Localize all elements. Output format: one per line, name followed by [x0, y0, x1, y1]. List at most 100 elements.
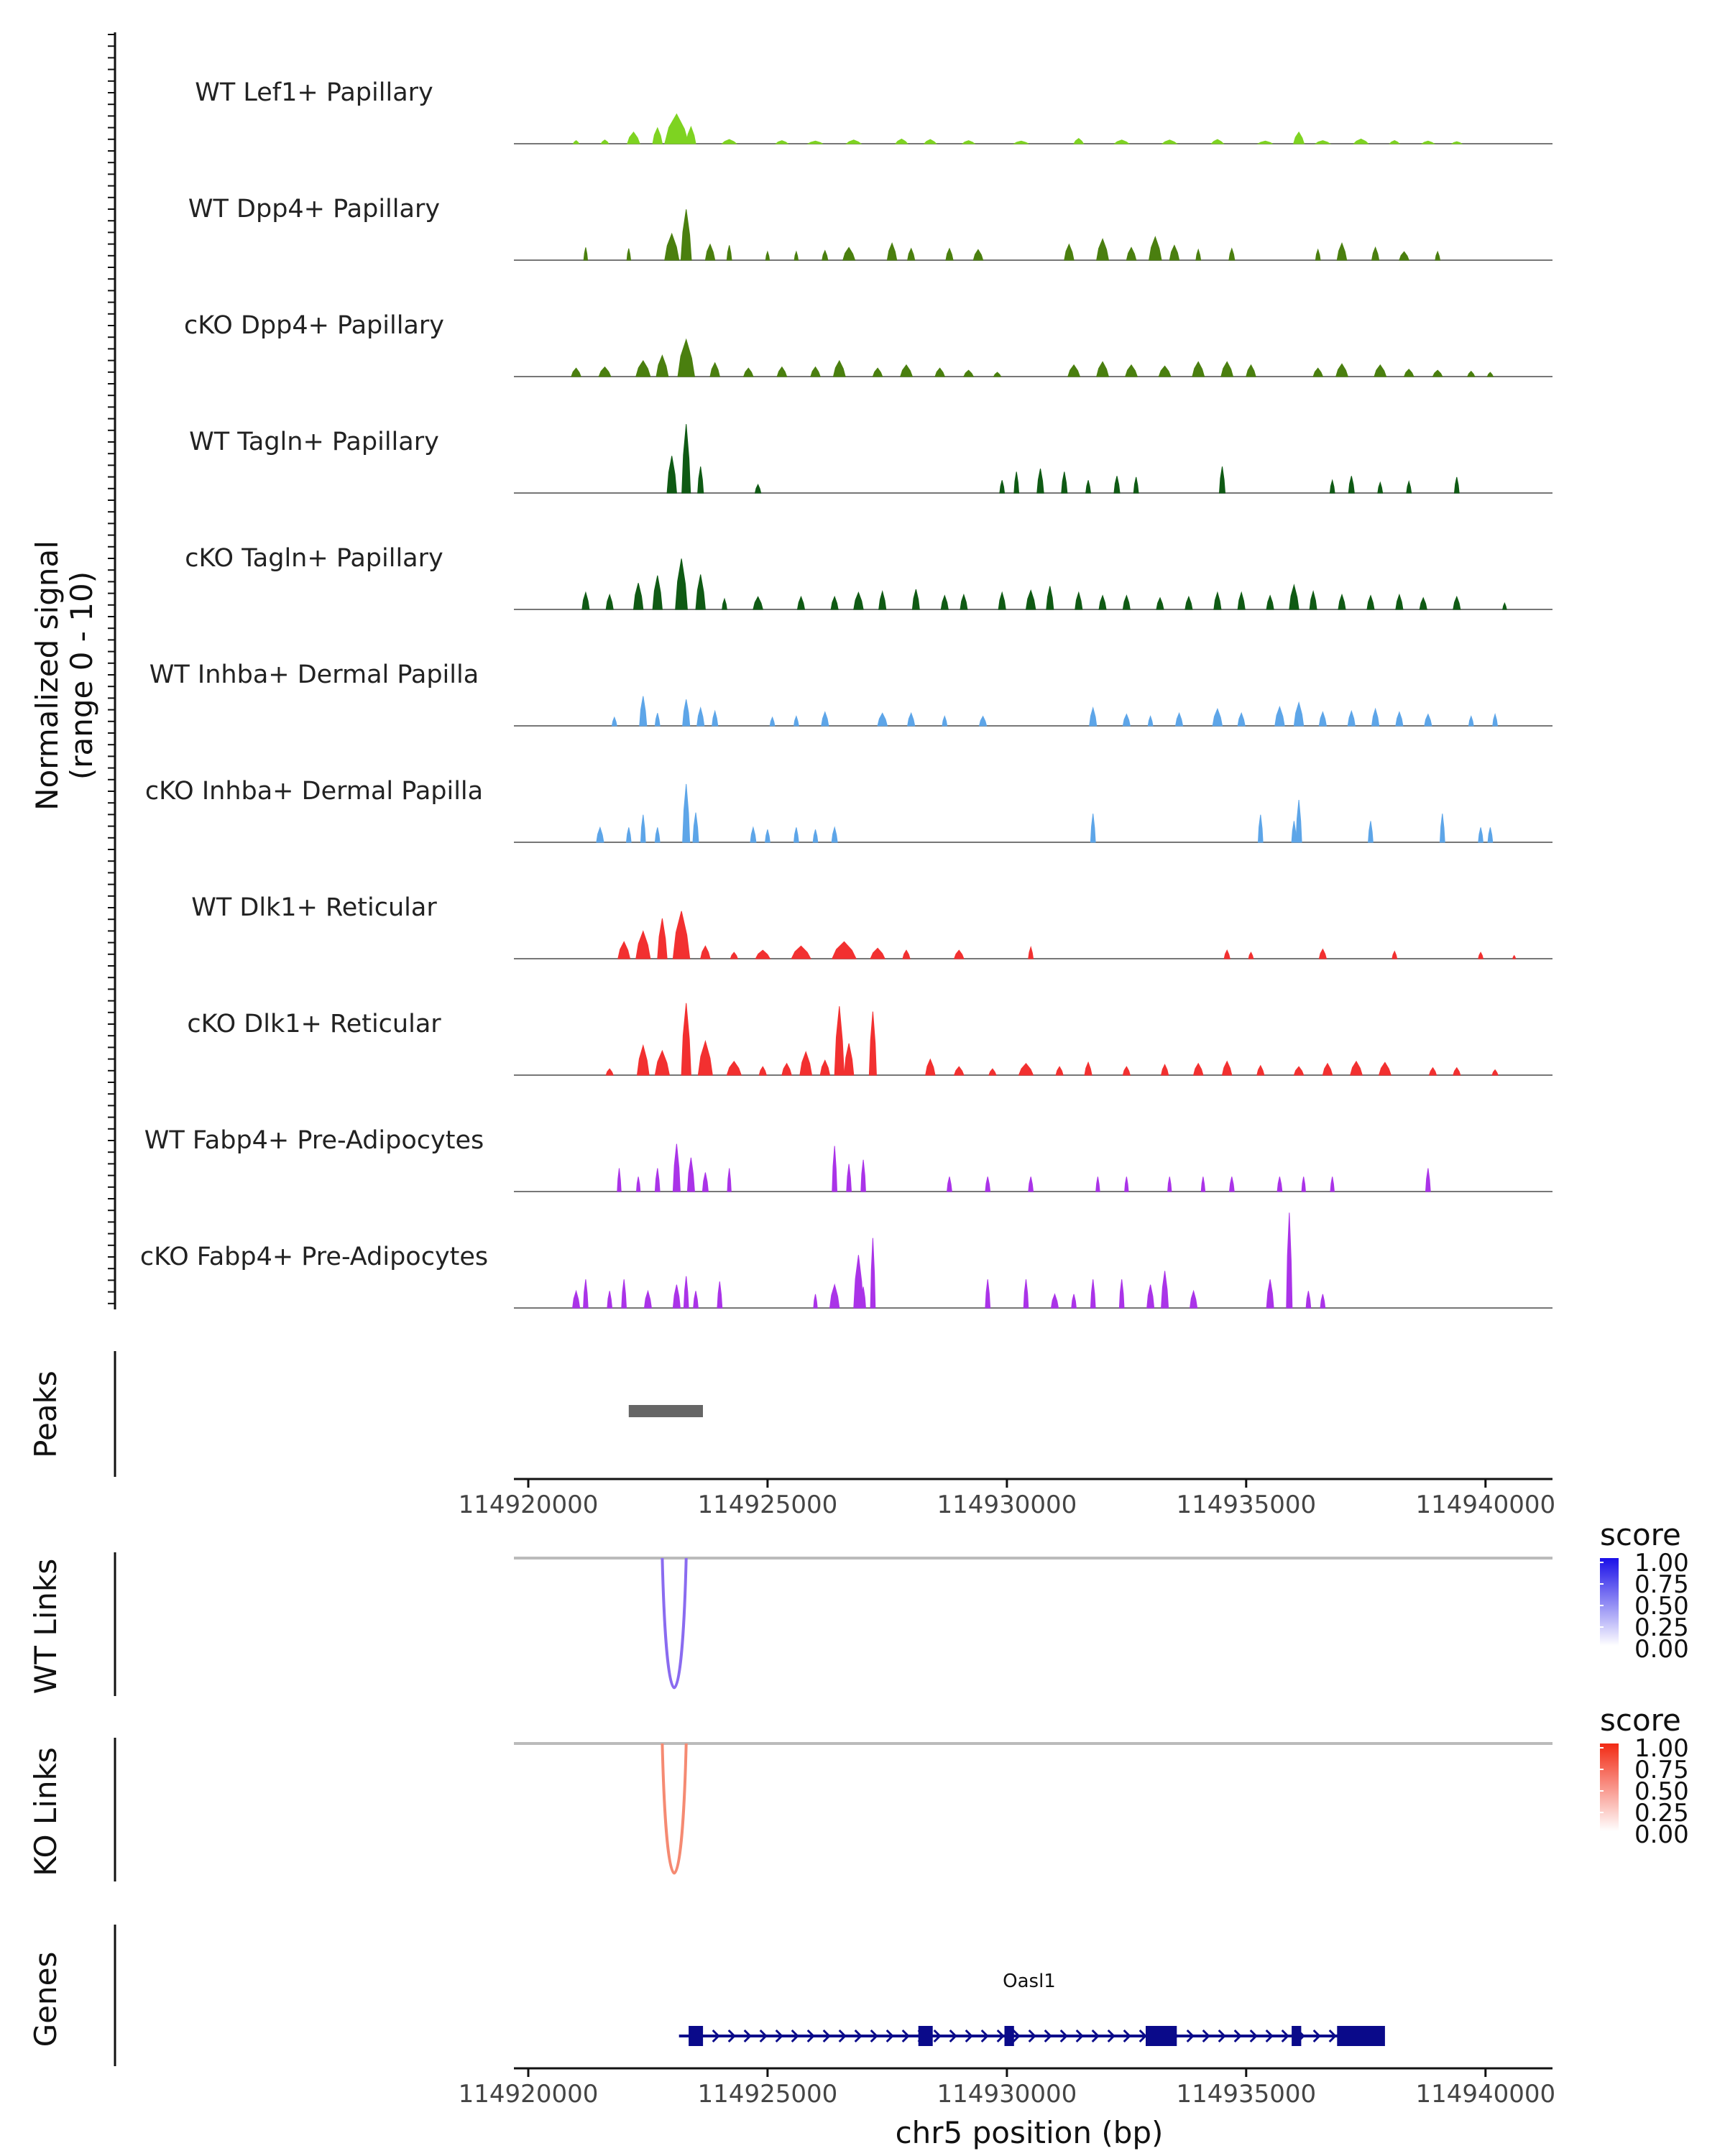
strand-arrow: [1107, 2029, 1116, 2043]
signal-peak: [1013, 140, 1029, 144]
signal-peak: [1221, 1060, 1233, 1076]
legend-tick-label: 0.25: [1634, 1613, 1689, 1642]
coverage-track: cKO Dlk1+ Reticular: [187, 1003, 1552, 1076]
signal-peak: [697, 466, 704, 494]
signal-peak: [1295, 800, 1302, 843]
strand-arrow: [1012, 2029, 1021, 2043]
signal-peak: [794, 250, 799, 261]
signal-peak: [985, 1176, 991, 1192]
signal-peak: [686, 126, 696, 144]
signal-peak: [953, 949, 965, 959]
signal-peak: [1403, 368, 1414, 377]
coverage-track: cKO Dpp4+ Papillary: [184, 311, 1552, 377]
signal-peak: [643, 1289, 652, 1309]
signal-peak: [672, 1284, 681, 1309]
signal-peak: [1256, 1064, 1265, 1076]
signal-peak: [605, 593, 614, 610]
signal-peak: [1291, 821, 1297, 843]
signal-peak: [632, 583, 644, 610]
signal-peak: [812, 829, 819, 843]
strand-arrow: [1028, 2029, 1036, 2043]
signal-peak: [640, 814, 646, 843]
links-label: KO Links: [28, 1747, 63, 1876]
signal-peak: [636, 1044, 650, 1076]
signal-peak: [1220, 361, 1234, 377]
signal-peak: [754, 484, 762, 494]
signal-peak: [1320, 1294, 1326, 1309]
gene-exon: [1337, 2026, 1385, 2046]
coverage-track: WT Fabp4+ Pre-Adipocytes: [144, 1126, 1552, 1192]
signal-peak: [1161, 139, 1178, 144]
signal-peak: [654, 713, 661, 727]
strand-arrow: [1123, 2029, 1131, 2043]
signal-peak: [755, 949, 771, 959]
signal-peak: [934, 367, 946, 377]
signal-peak: [1192, 361, 1205, 377]
x-axis-top: 114920000 114925000 114930000 114935000 1149…: [459, 1478, 1555, 1519]
legend-tick-label: 0.50: [1634, 1592, 1689, 1621]
track-label: WT Dlk1+ Reticular: [191, 893, 437, 922]
signal-peak: [1318, 711, 1328, 727]
signal-peak: [796, 595, 806, 610]
strand-arrow: [1186, 2029, 1195, 2043]
signal-peak: [1064, 243, 1075, 261]
x-tick-label: 114930000: [937, 2080, 1077, 2109]
signal-peak: [1425, 1168, 1431, 1192]
signal-peak: [1468, 715, 1474, 727]
track-label: WT Inhba+ Dermal Papilla: [150, 660, 479, 689]
signal-peak: [617, 941, 631, 959]
strand-arrow: [1265, 2029, 1274, 2043]
links-label: WT Links: [28, 1559, 63, 1694]
signal-peak: [947, 1176, 952, 1192]
signal-peak: [1293, 1066, 1305, 1076]
signal-peak: [988, 1068, 997, 1076]
signal-peak: [1435, 250, 1441, 261]
legend-tick-label: 0.75: [1634, 1756, 1689, 1784]
signal-peak: [596, 826, 604, 843]
signal-peak: [635, 930, 651, 959]
signal-peak: [1420, 140, 1435, 144]
strand-arrow: [965, 2029, 973, 2043]
signal-peak: [1392, 950, 1398, 959]
signal-peak: [672, 911, 691, 959]
signal-peak: [907, 247, 916, 261]
signal-peak: [1122, 1066, 1131, 1076]
signal-peak: [680, 209, 692, 261]
signal-peak: [1046, 586, 1054, 610]
signal-peak: [1453, 1067, 1461, 1076]
signal-peak: [1305, 1291, 1312, 1309]
signal-peak: [1118, 1279, 1125, 1309]
signal-peak: [657, 918, 668, 959]
signal-peak: [1246, 364, 1256, 377]
signal-peak: [727, 1168, 732, 1192]
signal-peak: [1314, 140, 1332, 144]
signal-peak: [607, 1291, 613, 1309]
gene-exon: [1292, 2026, 1302, 2046]
signal-peak: [721, 139, 737, 144]
track-label: WT Dpp4+ Papillary: [188, 195, 440, 224]
signal-peak: [953, 1066, 965, 1076]
signal-peak: [692, 812, 699, 843]
signal-peak: [1084, 1061, 1092, 1076]
signal-peak: [907, 711, 916, 727]
signal-peak: [829, 1283, 840, 1309]
coverage-tracks: WT Lef1+ Papillary WT Dpp4+ Papillary cKO …: [140, 78, 1552, 1309]
strand-arrow: [1044, 2029, 1052, 2043]
signal-peak: [1424, 713, 1432, 727]
signal-peak: [846, 1164, 852, 1192]
strand-arrow: [712, 2029, 720, 2043]
signal-peak: [842, 247, 856, 261]
legend-tick-label: 0.00: [1634, 1820, 1689, 1849]
signal-peak: [598, 366, 612, 377]
signal-peak: [683, 1276, 689, 1309]
signal-peak: [1133, 476, 1139, 494]
track-label: cKO Dlk1+ Reticular: [187, 1010, 441, 1038]
signal-peak: [843, 1043, 855, 1076]
signal-peak: [1200, 1176, 1206, 1192]
signal-peak: [1228, 1176, 1235, 1192]
signal-peak: [993, 372, 1002, 377]
signal-peak: [1289, 584, 1300, 610]
signal-peak: [1223, 949, 1230, 959]
